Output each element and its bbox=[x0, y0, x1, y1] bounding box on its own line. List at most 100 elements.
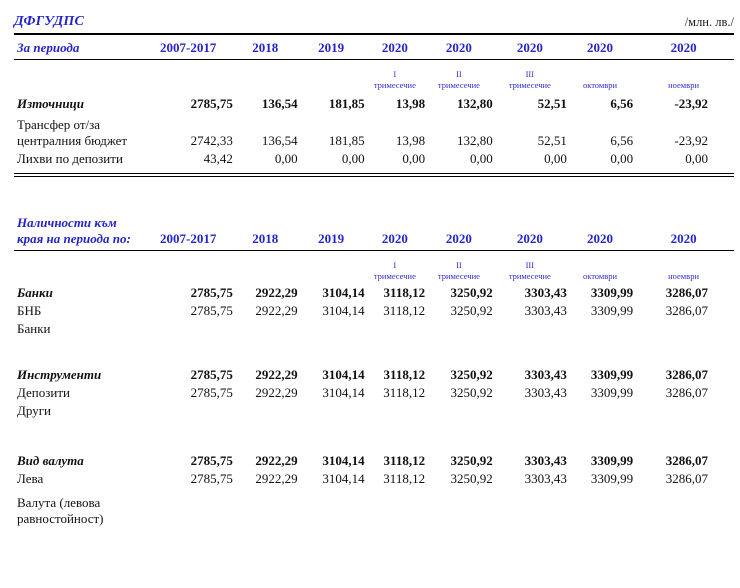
year-header: 2020 bbox=[425, 35, 493, 60]
value-cell bbox=[425, 401, 493, 419]
sources-section: За периода 2007-2017 2018 2019 2020 2020 2020 2… bbox=[14, 35, 734, 177]
subheader-empty bbox=[298, 251, 365, 282]
value-cell: 3286,07 bbox=[665, 453, 708, 468]
value-cell: 2922,29 bbox=[255, 285, 298, 300]
subheader-empty bbox=[233, 60, 298, 91]
report-page: ДФГУДПС /млн. лв./ За периода 2007-2017 20… bbox=[14, 8, 734, 530]
value-cell: 3286,07 bbox=[665, 303, 708, 318]
row-label: Трансфер от/за централния бюджет bbox=[17, 117, 128, 148]
table-row: Валута (левова равностойност) bbox=[14, 487, 734, 530]
value-cell bbox=[144, 319, 233, 337]
value-cell: 13,98 bbox=[395, 96, 426, 111]
year-header: 2020 bbox=[566, 35, 634, 60]
table-row: Инструменти 2785,75 2922,29 3104,14 3118,12 3… bbox=[14, 365, 734, 383]
spacer-row bbox=[14, 337, 734, 365]
value-cell bbox=[298, 487, 365, 530]
value-cell: 3309,99 bbox=[590, 385, 634, 400]
period-label: Наличности към края на периода по: bbox=[14, 210, 144, 251]
year-header: 2020 bbox=[492, 210, 567, 251]
value-cell: 3250,92 bbox=[450, 367, 493, 382]
value-cell: 3303,43 bbox=[524, 303, 567, 318]
unit-label: /млн. лв./ bbox=[684, 15, 734, 29]
value-cell: 3118,12 bbox=[383, 385, 426, 400]
report-header: ДФГУДПС /млн. лв./ bbox=[14, 8, 734, 30]
value-cell: 132,80 bbox=[457, 133, 493, 148]
table-row: Трансфер от/за централния бюджет 2742,33 1… bbox=[14, 112, 734, 149]
spacer-cell bbox=[14, 337, 734, 365]
value-cell: 2785,75 bbox=[190, 471, 233, 486]
value-cell: 2785,75 bbox=[190, 385, 233, 400]
subheader: II тримесечие bbox=[437, 260, 480, 281]
value-cell bbox=[425, 319, 493, 337]
value-cell: 3250,92 bbox=[450, 385, 493, 400]
title-rule bbox=[14, 33, 734, 35]
value-cell bbox=[567, 401, 633, 419]
year-header: 2020 bbox=[364, 35, 426, 60]
row-label: Вид валута bbox=[17, 453, 84, 468]
table-row: Източници 2785,75 136,54 181,85 13,98 132,80 5… bbox=[14, 90, 734, 112]
value-cell: 0,00 bbox=[685, 151, 708, 166]
value-cell: 6,56 bbox=[610, 133, 634, 148]
value-cell: 6,56 bbox=[610, 96, 634, 111]
table-row: Лихви по депозити 43,42 0,00 0,00 0,00 0,00 0,… bbox=[14, 149, 734, 170]
table-row: Вид валута 2785,75 2922,29 3104,14 3118,12 32… bbox=[14, 451, 734, 469]
row-label: Банки bbox=[17, 285, 53, 300]
value-cell: 3303,43 bbox=[524, 285, 567, 300]
value-cell: 3104,14 bbox=[322, 471, 365, 486]
value-cell bbox=[493, 487, 567, 530]
value-cell: 2785,75 bbox=[190, 96, 233, 111]
value-cell: 2922,29 bbox=[255, 367, 298, 382]
value-cell: 3286,07 bbox=[665, 471, 708, 486]
value-cell bbox=[425, 487, 493, 530]
value-cell: 3309,99 bbox=[590, 303, 634, 318]
value-cell: 0,00 bbox=[402, 151, 426, 166]
value-cell bbox=[298, 401, 365, 419]
year-header: 2020 bbox=[633, 35, 734, 60]
value-cell: 0,00 bbox=[274, 151, 298, 166]
subheader-empty bbox=[144, 60, 233, 91]
table-header-row: За периода 2007-2017 2018 2019 2020 2020 2020 2… bbox=[14, 35, 734, 60]
value-cell: 2785,75 bbox=[190, 453, 233, 468]
value-cell: 3104,14 bbox=[322, 303, 365, 318]
spacer-row bbox=[14, 419, 734, 451]
year-header: 2020 bbox=[566, 210, 634, 251]
value-cell bbox=[633, 319, 734, 337]
period-label: За периода bbox=[14, 35, 144, 60]
value-cell: 3118,12 bbox=[383, 367, 426, 382]
table-row: БНБ 2785,75 2922,29 3104,14 3118,12 3250,92 33… bbox=[14, 301, 734, 319]
value-cell: 3286,07 bbox=[665, 385, 708, 400]
value-cell: 132,80 bbox=[457, 96, 493, 111]
value-cell: 0,00 bbox=[470, 151, 493, 166]
value-cell: -23,92 bbox=[674, 133, 708, 148]
value-cell: 3104,14 bbox=[322, 367, 365, 382]
row-label: Банки bbox=[17, 321, 51, 336]
value-cell: 0,00 bbox=[544, 151, 567, 166]
value-cell bbox=[567, 319, 633, 337]
table-row: Банки 2785,75 2922,29 3104,14 3118,12 3250,92… bbox=[14, 281, 734, 301]
subheader-empty bbox=[14, 60, 144, 91]
value-cell: 3286,07 bbox=[665, 285, 708, 300]
year-header: 2007-2017 bbox=[143, 210, 233, 251]
table-row: Други bbox=[14, 401, 734, 419]
subheader: II тримесечие bbox=[437, 69, 480, 90]
row-label: Депозити bbox=[17, 385, 70, 400]
subheader: ноември bbox=[668, 270, 699, 281]
value-cell bbox=[298, 319, 365, 337]
value-cell: 52,51 bbox=[537, 96, 567, 111]
table-bottom-double-rule bbox=[14, 173, 734, 177]
value-cell: 3250,92 bbox=[450, 453, 493, 468]
value-cell: 3303,43 bbox=[524, 471, 567, 486]
year-header: 2020 bbox=[633, 210, 734, 251]
year-header: 2018 bbox=[232, 210, 298, 251]
year-header: 2020 bbox=[425, 210, 493, 251]
value-cell bbox=[365, 319, 425, 337]
value-cell: 2922,29 bbox=[255, 303, 298, 318]
balances-section: Наличности към края на периода по: 2007-2… bbox=[14, 210, 734, 530]
year-header: 2020 bbox=[364, 210, 426, 251]
table-row: Лева 2785,75 2922,29 3104,14 3118,12 3250,92 3… bbox=[14, 469, 734, 487]
value-cell: 0,00 bbox=[610, 151, 634, 166]
year-header: 2018 bbox=[232, 35, 298, 60]
subheader: III тримесечие bbox=[508, 69, 551, 90]
